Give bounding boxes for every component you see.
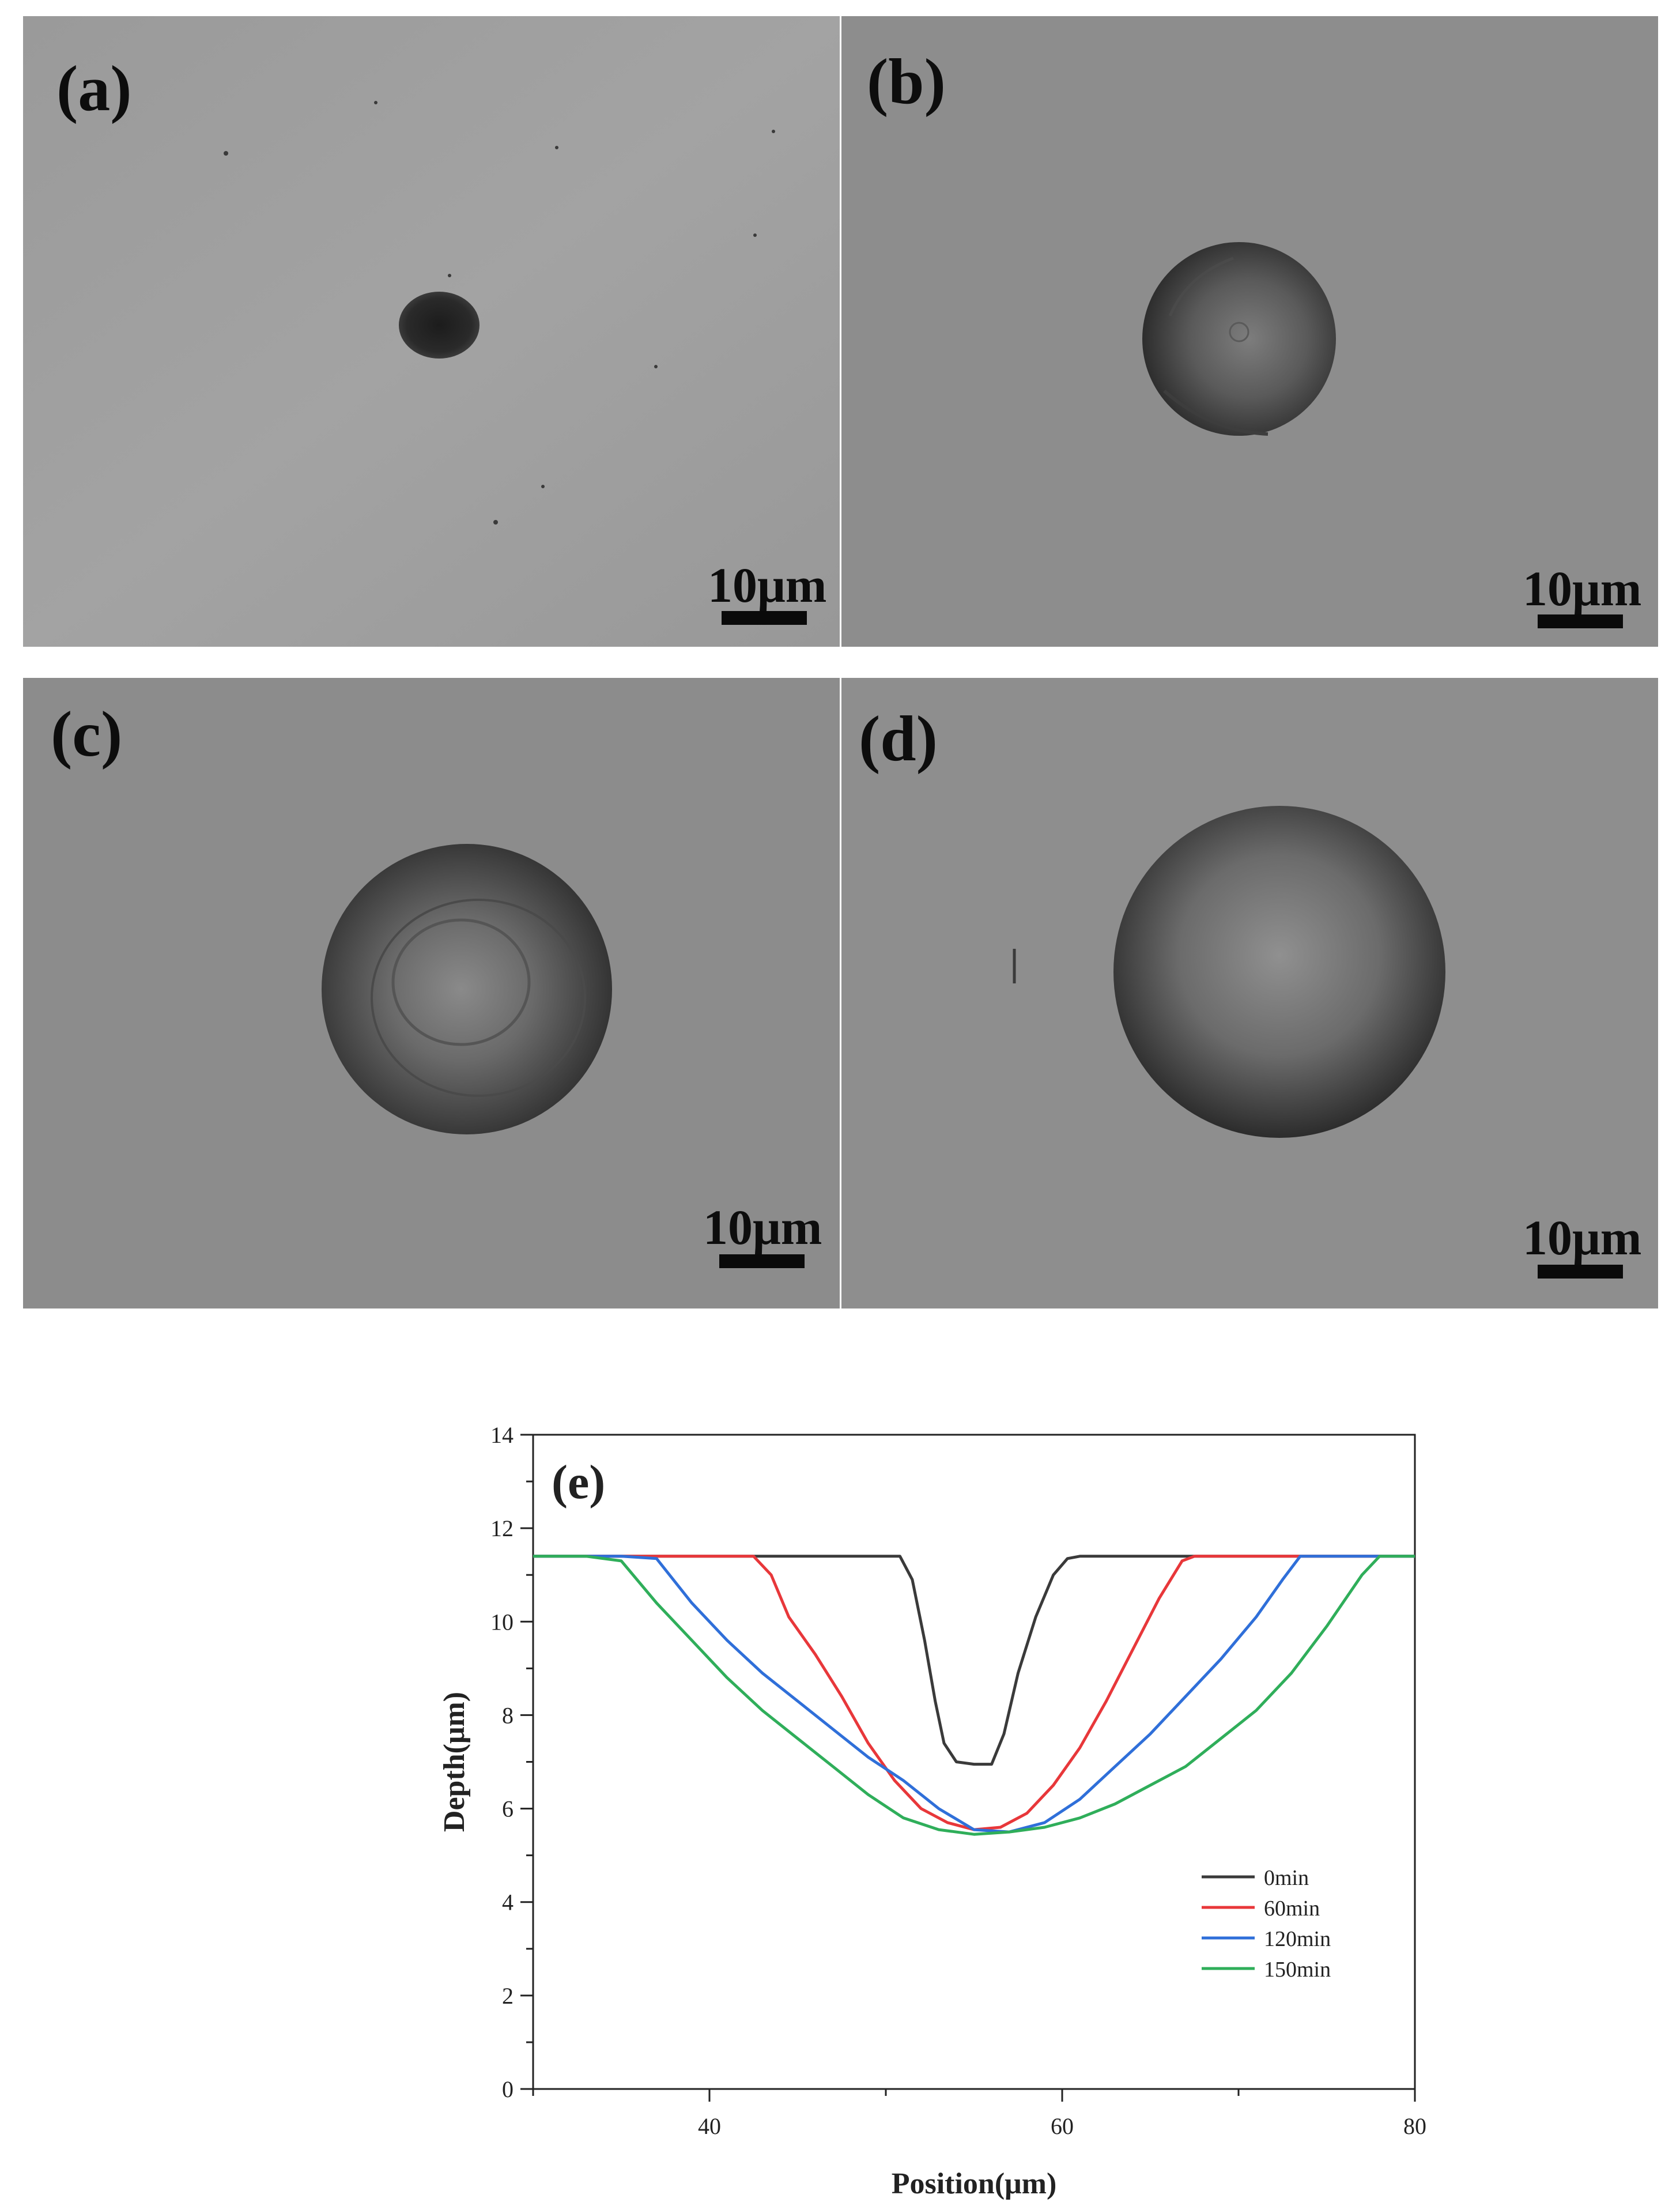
y-tick-label: 2 bbox=[502, 1983, 514, 2009]
sem-image-a bbox=[23, 16, 840, 647]
plot-frame bbox=[532, 1434, 1416, 2090]
y-tick-label: 12 bbox=[490, 1515, 514, 1541]
series-line-120min bbox=[533, 1555, 1415, 1834]
legend-label-60min: 60min bbox=[1264, 1896, 1320, 1921]
inclusion-spot bbox=[399, 292, 480, 359]
corrosion-pit-b bbox=[1142, 242, 1336, 436]
panel-label-c: (c) bbox=[51, 699, 123, 770]
scale-bar-label-a: 10μm bbox=[708, 557, 827, 613]
sem-panel-d: (d) 10μm bbox=[841, 678, 1658, 1308]
sem-image-b bbox=[841, 16, 1658, 647]
y-tick-label: 14 bbox=[490, 1422, 514, 1448]
corrosion-pit-d bbox=[1113, 806, 1445, 1138]
y-axis-label: Depth(μm) bbox=[438, 1692, 471, 1832]
sem-panel-c: (c) 10μm bbox=[23, 678, 840, 1308]
sem-image-c bbox=[23, 678, 840, 1308]
legend-label-120min: 120min bbox=[1264, 1927, 1331, 1951]
scale-bar-label-c: 10μm bbox=[703, 1200, 822, 1255]
sem-panel-a: (a) 10μm bbox=[23, 16, 840, 647]
panel-label-d: (d) bbox=[859, 703, 938, 775]
x-tick-label: 80 bbox=[1403, 2113, 1426, 2139]
scale-bar-label-d: 10μm bbox=[1523, 1210, 1642, 1265]
x-tick-label: 40 bbox=[698, 2113, 721, 2139]
panel-label-e: (e) bbox=[552, 1455, 605, 1509]
y-tick-label: 0 bbox=[502, 2076, 514, 2102]
sem-panel-b: (b) 10μm bbox=[841, 16, 1658, 647]
y-tick-label: 4 bbox=[502, 1890, 514, 1915]
scale-bar-c bbox=[719, 1254, 805, 1268]
x-tick-label: 60 bbox=[1051, 2113, 1074, 2139]
y-tick-label: 8 bbox=[502, 1702, 514, 1728]
x-axis-label: Position(μm) bbox=[892, 2167, 1057, 2200]
scale-bar-label-b: 10μm bbox=[1523, 561, 1642, 616]
panel-label-b: (b) bbox=[867, 46, 946, 118]
scale-bar-b bbox=[1538, 614, 1623, 628]
series-line-150min bbox=[533, 1555, 1415, 1836]
y-tick-label: 6 bbox=[502, 1796, 514, 1822]
scale-bar-d bbox=[1538, 1265, 1623, 1279]
scale-bar-a bbox=[722, 611, 807, 625]
series-line-0min bbox=[533, 1555, 1415, 1766]
series-line-60min bbox=[533, 1555, 1415, 1831]
legend-label-150min: 150min bbox=[1264, 1958, 1331, 1982]
sem-image-d bbox=[841, 678, 1658, 1308]
legend-label-0min: 0min bbox=[1264, 1866, 1309, 1890]
panel-label-a: (a) bbox=[56, 53, 132, 125]
y-tick-label: 10 bbox=[490, 1609, 514, 1635]
